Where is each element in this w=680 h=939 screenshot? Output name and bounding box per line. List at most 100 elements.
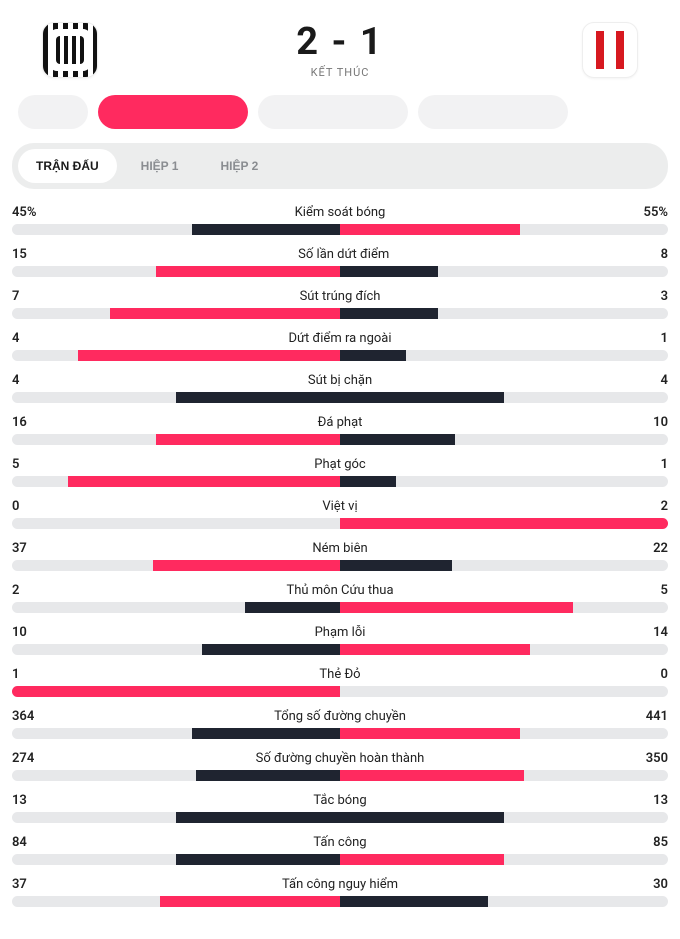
stat-bar-track [12,686,668,697]
stat-away-value: 22 [653,541,668,556]
stat-home-value: 4 [12,331,19,346]
stat-bar-track [12,224,668,235]
period-tabs: TRẬN ĐẤUHIỆP 1HIỆP 2 [12,143,668,189]
stat-bar-track [12,392,668,403]
stat-head: 274Số đường chuyền hoàn thành350 [12,751,668,766]
stat-bar-away [340,770,524,781]
stat-bar-away [340,728,520,739]
stat-home-value: 16 [12,415,27,430]
stat-head: 13Tắc bóng13 [12,793,668,808]
stat-bar-home [245,602,340,613]
stat-bar-away [340,224,520,235]
stat-away-value: 2 [661,499,668,514]
stat-bar-home [68,476,340,487]
stat-bar-away [340,644,530,655]
stat-bar-away [340,812,504,823]
stat-away-value: 0 [661,667,668,682]
stat-bar-home [192,224,340,235]
stat-away-value: 5 [661,583,668,598]
stat-head: 7Sút trúng đích3 [12,289,668,304]
stat-away-value: 441 [646,709,668,724]
stat-label: Số đường chuyền hoàn thành [256,751,425,766]
stat-away-value: 350 [646,751,668,766]
stat-home-value: 364 [12,709,34,724]
stat-home-value: 84 [12,835,27,850]
stat-bar-away [340,392,504,403]
stat-home-value: 37 [12,541,27,556]
stat-label: Số lần dứt điểm [298,247,389,262]
filter-pill[interactable] [258,95,408,129]
period-tab[interactable]: HIỆP 1 [123,149,197,183]
stat-away-value: 30 [653,877,668,892]
stat-label: Ném biên [312,541,367,556]
stat-row: 0Việt vị2 [12,499,668,529]
stat-bar-track [12,854,668,865]
stat-row: 364Tổng số đường chuyền441 [12,709,668,739]
stat-bar-away [340,602,573,613]
stat-bar-home [153,560,340,571]
stat-bar-away [340,896,488,907]
stat-bar-track [12,476,668,487]
stat-row: 274Số đường chuyền hoàn thành350 [12,751,668,781]
stat-away-value: 1 [661,457,668,472]
stat-bar-track [12,434,668,445]
stat-label: Sút trúng đích [300,289,381,304]
stat-home-value: 13 [12,793,27,808]
stat-row: 2 Thủ môn Cứu thua 5 [12,583,668,613]
stat-bar-track [12,266,668,277]
stat-home-value: 1 [12,667,19,682]
period-tab[interactable]: HIỆP 2 [202,149,276,183]
stat-row: 4Sút bị chặn4 [12,373,668,403]
stat-label: Sút bị chặn [308,373,372,388]
stat-row: 45%Kiểm soát bóng55% [12,205,668,235]
stat-bar-away [340,560,452,571]
stat-label: Phạm lỗi [315,625,366,640]
stat-head: 37Tấn công nguy hiểm30 [12,877,668,892]
stat-bar-away [340,350,406,361]
filter-pill[interactable] [418,95,568,129]
stat-away-value: 3 [661,289,668,304]
stat-bar-track [12,728,668,739]
stat-row: 16Đá phạt10 [12,415,668,445]
filter-pill[interactable] [18,95,88,129]
stat-bar-home [156,434,340,445]
stat-row: 10Phạm lỗi14 [12,625,668,655]
stat-row: 84Tấn công85 [12,835,668,865]
stat-bar-home [12,686,340,697]
stat-bar-track [12,518,668,529]
stat-home-value: 4 [12,373,19,388]
stat-home-value: 10 [12,625,27,640]
stat-bar-track [12,770,668,781]
stat-label: Thẻ Đỏ [319,667,360,682]
stat-away-value: 1 [661,331,668,346]
stat-head: 5Phạt góc1 [12,457,668,472]
stat-label: Kiểm soát bóng [295,205,386,220]
stat-row: 7Sút trúng đích3 [12,289,668,319]
period-tab[interactable]: TRẬN ĐẤU [18,149,117,183]
stat-head: 16Đá phạt10 [12,415,668,430]
stat-bar-away [340,518,668,529]
stat-label: Thủ môn Cứu thua [286,583,393,598]
stat-away-value: 8 [661,247,668,262]
stat-head: 37 Ném biên 22 [12,541,668,556]
stat-bar-track [12,644,668,655]
stat-head: 2 Thủ môn Cứu thua 5 [12,583,668,598]
score-block: 2 - 1 KẾT THÚC [98,20,582,79]
stat-bar-track [12,308,668,319]
stat-row: 37Tấn công nguy hiểm30 [12,877,668,907]
stat-bar-away [340,476,396,487]
home-team-logo [42,22,98,78]
stat-row: 15Số lần dứt điểm8 [12,247,668,277]
stat-row: 5Phạt góc1 [12,457,668,487]
stat-bar-home [192,728,340,739]
stat-home-value: 2 [12,583,19,598]
stat-home-value: 37 [12,877,27,892]
stat-bar-home [160,896,340,907]
stat-away-value: 13 [653,793,668,808]
stat-bar-away [340,434,455,445]
filter-pill-active[interactable] [98,95,248,129]
stat-head: 4Sút bị chặn4 [12,373,668,388]
stat-home-value: 5 [12,457,19,472]
score-text: 2 - 1 [98,20,582,64]
stat-head: 10Phạm lỗi14 [12,625,668,640]
